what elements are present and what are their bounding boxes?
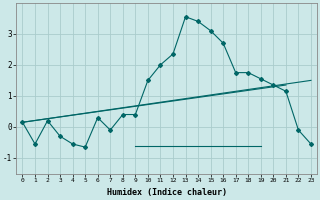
X-axis label: Humidex (Indice chaleur): Humidex (Indice chaleur) bbox=[107, 188, 227, 197]
